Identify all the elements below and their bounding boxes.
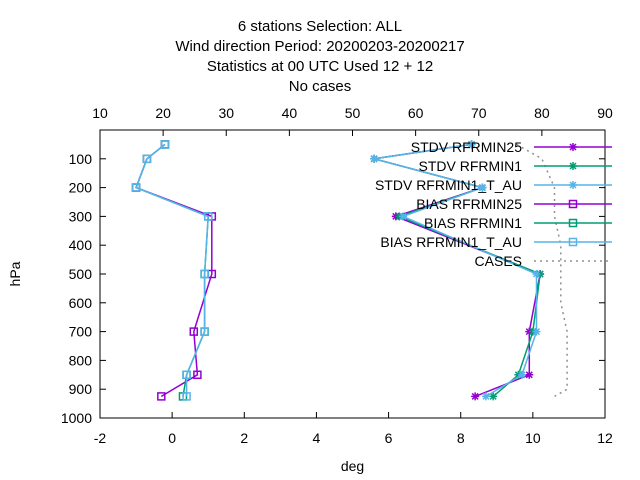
series-line-4: [135, 143, 209, 397]
y-tick-label: 700: [69, 324, 93, 340]
x-tick-label: 2: [240, 430, 248, 446]
data-point-series-3: [193, 370, 202, 380]
x2-tick-label: 50: [345, 105, 361, 121]
x2-tick-label: 70: [471, 105, 487, 121]
x2-tick-label: 20: [155, 105, 171, 121]
legend-marker-4: [568, 218, 578, 228]
legend-marker-0: [569, 143, 577, 151]
legend-label-3: BIAS RFRMIN25: [416, 196, 522, 212]
x-tick-label: 8: [457, 430, 465, 446]
data-point-series-5: [142, 154, 152, 164]
series-line-2: [373, 143, 538, 398]
legend-label-6: CASES: [475, 253, 522, 269]
x2-tick-label: 10: [92, 105, 108, 121]
x-axis-label: deg: [341, 458, 364, 474]
data-point-series-2: [532, 270, 541, 278]
data-point-series-5: [200, 269, 209, 279]
data-point-series-2: [532, 327, 541, 336]
data-point-series-2: [467, 140, 476, 149]
data-point-series-1: [489, 392, 498, 401]
legend-marker-2: [569, 181, 577, 189]
data-point-series-3: [157, 392, 166, 401]
legend-label-4: BIAS RFRMIN1: [424, 215, 522, 231]
y-tick-label: 200: [69, 180, 93, 196]
x-tick-label: 4: [313, 430, 321, 446]
data-point-series-5: [200, 327, 209, 336]
x-tick-label: 10: [525, 430, 541, 446]
chart-title-line-1: 6 stations Selection: ALL: [237, 18, 403, 35]
x2-tick-label: 40: [282, 105, 298, 121]
legend-marker-1: [569, 162, 577, 170]
y-tick-label: 100: [69, 151, 93, 167]
series-line-5: [135, 143, 209, 397]
data-point-series-2: [478, 183, 487, 192]
data-point-series-2: [399, 212, 407, 221]
x-tick-label: -2: [94, 430, 107, 446]
data-point-series-2: [370, 154, 379, 163]
y-axis-label: hPa: [7, 261, 23, 286]
data-point-series-2: [518, 370, 527, 379]
legend-label-5: BIAS RFRMIN1_T_AU: [380, 234, 522, 250]
x-tick-label: 6: [385, 430, 393, 446]
data-point-series-0: [525, 370, 534, 379]
x2-tick-label: 90: [597, 105, 613, 121]
chart-title-line-3: Statistics at 00 UTC Used 12 + 12: [206, 58, 434, 75]
legend-label-0: STDV RFRMIN25: [411, 139, 522, 155]
x2-tick-label: 30: [218, 105, 234, 121]
y-tick-label: 300: [69, 208, 93, 224]
y-tick-label: 1000: [61, 410, 92, 426]
data-point-series-0: [471, 392, 480, 401]
data-point-series-5: [160, 140, 170, 149]
x2-tick-label: 60: [408, 105, 424, 121]
y-tick-label: 900: [69, 381, 93, 397]
chart-title-line-4: No cases: [288, 78, 352, 95]
data-point-series-5: [203, 212, 213, 221]
x2-tick-label: 80: [534, 105, 550, 121]
y-tick-label: 500: [69, 266, 93, 282]
y-tick-label: 400: [69, 237, 93, 253]
data-point-series-5: [182, 392, 191, 401]
x-tick-label: 0: [168, 430, 176, 446]
data-point-series-5: [131, 183, 141, 192]
legend-marker-3: [568, 199, 578, 209]
chart-title-line-2: Wind direction Period: 20200203-20200217: [175, 38, 465, 55]
y-tick-label: 600: [69, 295, 93, 311]
data-point-series-5: [182, 370, 191, 380]
legend-label-1: STDV RFRMIN1: [419, 158, 523, 174]
data-point-series-3: [189, 327, 199, 336]
legend-marker-5: [568, 237, 578, 247]
legend-label-2: STDV RFRMIN1_T_AU: [375, 177, 522, 193]
x-tick-label: 12: [597, 430, 613, 446]
y-tick-label: 800: [69, 352, 93, 368]
data-point-series-2: [481, 392, 490, 401]
